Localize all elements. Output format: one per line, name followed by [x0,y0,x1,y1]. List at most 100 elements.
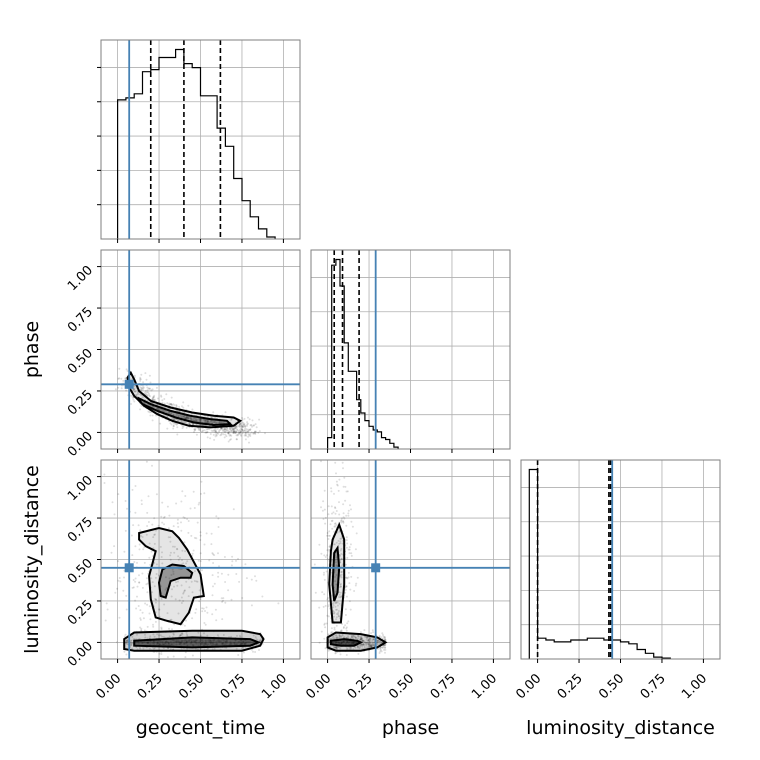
sample-point [142,386,145,389]
sample-point [348,647,351,650]
sample-point [336,637,339,640]
sample-point [225,430,228,433]
sample-point [182,600,185,602]
sample-point [202,429,205,432]
y-tick-label: 0.75 [65,305,96,336]
sample-point [191,419,194,422]
sample-point [369,637,372,640]
sample-point [228,427,231,430]
sample-point [342,627,345,629]
sample-point [254,423,257,426]
sample-point [235,430,238,433]
sample-point [139,408,142,411]
sample-point [258,418,261,421]
sample-point [384,638,387,641]
sample-point [238,425,241,428]
sample-point [135,393,138,396]
sample-point [366,646,369,649]
sample-point [129,644,132,647]
sample-point [187,416,190,419]
sample-point [370,643,373,646]
sample-point [171,628,173,631]
sample-point [183,415,186,418]
sample-point [175,405,178,407]
sample-point [335,646,338,649]
sample-point [232,431,235,434]
sample-point [140,389,142,392]
sample-point [324,556,327,558]
sample-point [372,638,375,641]
sample-point [233,428,236,431]
sample-point [368,641,371,644]
sample-point [196,580,199,583]
truth-marker [371,563,381,573]
sample-point [382,635,385,638]
sample-point [229,430,231,433]
sample-point [335,541,338,544]
sample-point [348,548,351,551]
sample-point [204,421,207,423]
sample-point [160,626,163,629]
sample-point [139,617,142,620]
sample-point [344,680,346,682]
sample-point [363,646,366,649]
sample-point [180,420,183,423]
sample-point [243,429,246,432]
sample-point [340,565,343,568]
sample-point [238,431,241,434]
sample-point [335,648,338,650]
sample-point [210,416,212,419]
sample-point [250,604,253,607]
sample-point [126,640,129,643]
sample-point [332,458,334,460]
sample-point [344,563,347,566]
sample-point [224,433,227,436]
sample-point [199,418,202,420]
sample-point [383,635,386,638]
sample-point [198,419,201,422]
sample-point [184,495,187,497]
sample-point [137,664,139,666]
sample-point [327,513,330,516]
sample-point [174,422,177,425]
sample-point [173,418,176,421]
sample-point [233,427,236,430]
sample-point [367,638,370,641]
sample-point [152,666,154,668]
x-axis-label-geocent-time: geocent_time [136,717,265,739]
x-axis-label-luminosity-distance: luminosity_distance [526,717,715,739]
sample-point [175,404,178,406]
sample-point [172,418,175,421]
sample-point [231,428,234,430]
sample-point [352,648,355,651]
sample-point [356,644,359,647]
sample-point [369,637,372,640]
sample-point [247,430,250,433]
sample-point [361,643,364,646]
sample-point [332,543,335,546]
sample-point [142,548,145,551]
sample-point [337,539,340,542]
sample-point [322,518,325,520]
sample-point [146,525,149,527]
sample-point [138,548,141,551]
sample-point [340,558,343,560]
sample-point [170,403,173,406]
sample-point [146,603,149,606]
sample-point [254,575,256,578]
sample-point [340,629,343,632]
sample-point [195,580,198,583]
sample-point [332,511,335,514]
sample-point [126,370,129,372]
sample-point [356,645,359,648]
contour-inner [133,636,262,649]
sample-point [238,423,241,426]
sample-point [343,679,345,681]
sample-point [212,585,214,588]
sample-point [372,643,374,646]
sample-point [230,428,233,431]
sample-point [218,430,220,433]
sample-point [332,635,335,637]
sample-point [172,632,175,635]
sample-point [224,428,226,431]
